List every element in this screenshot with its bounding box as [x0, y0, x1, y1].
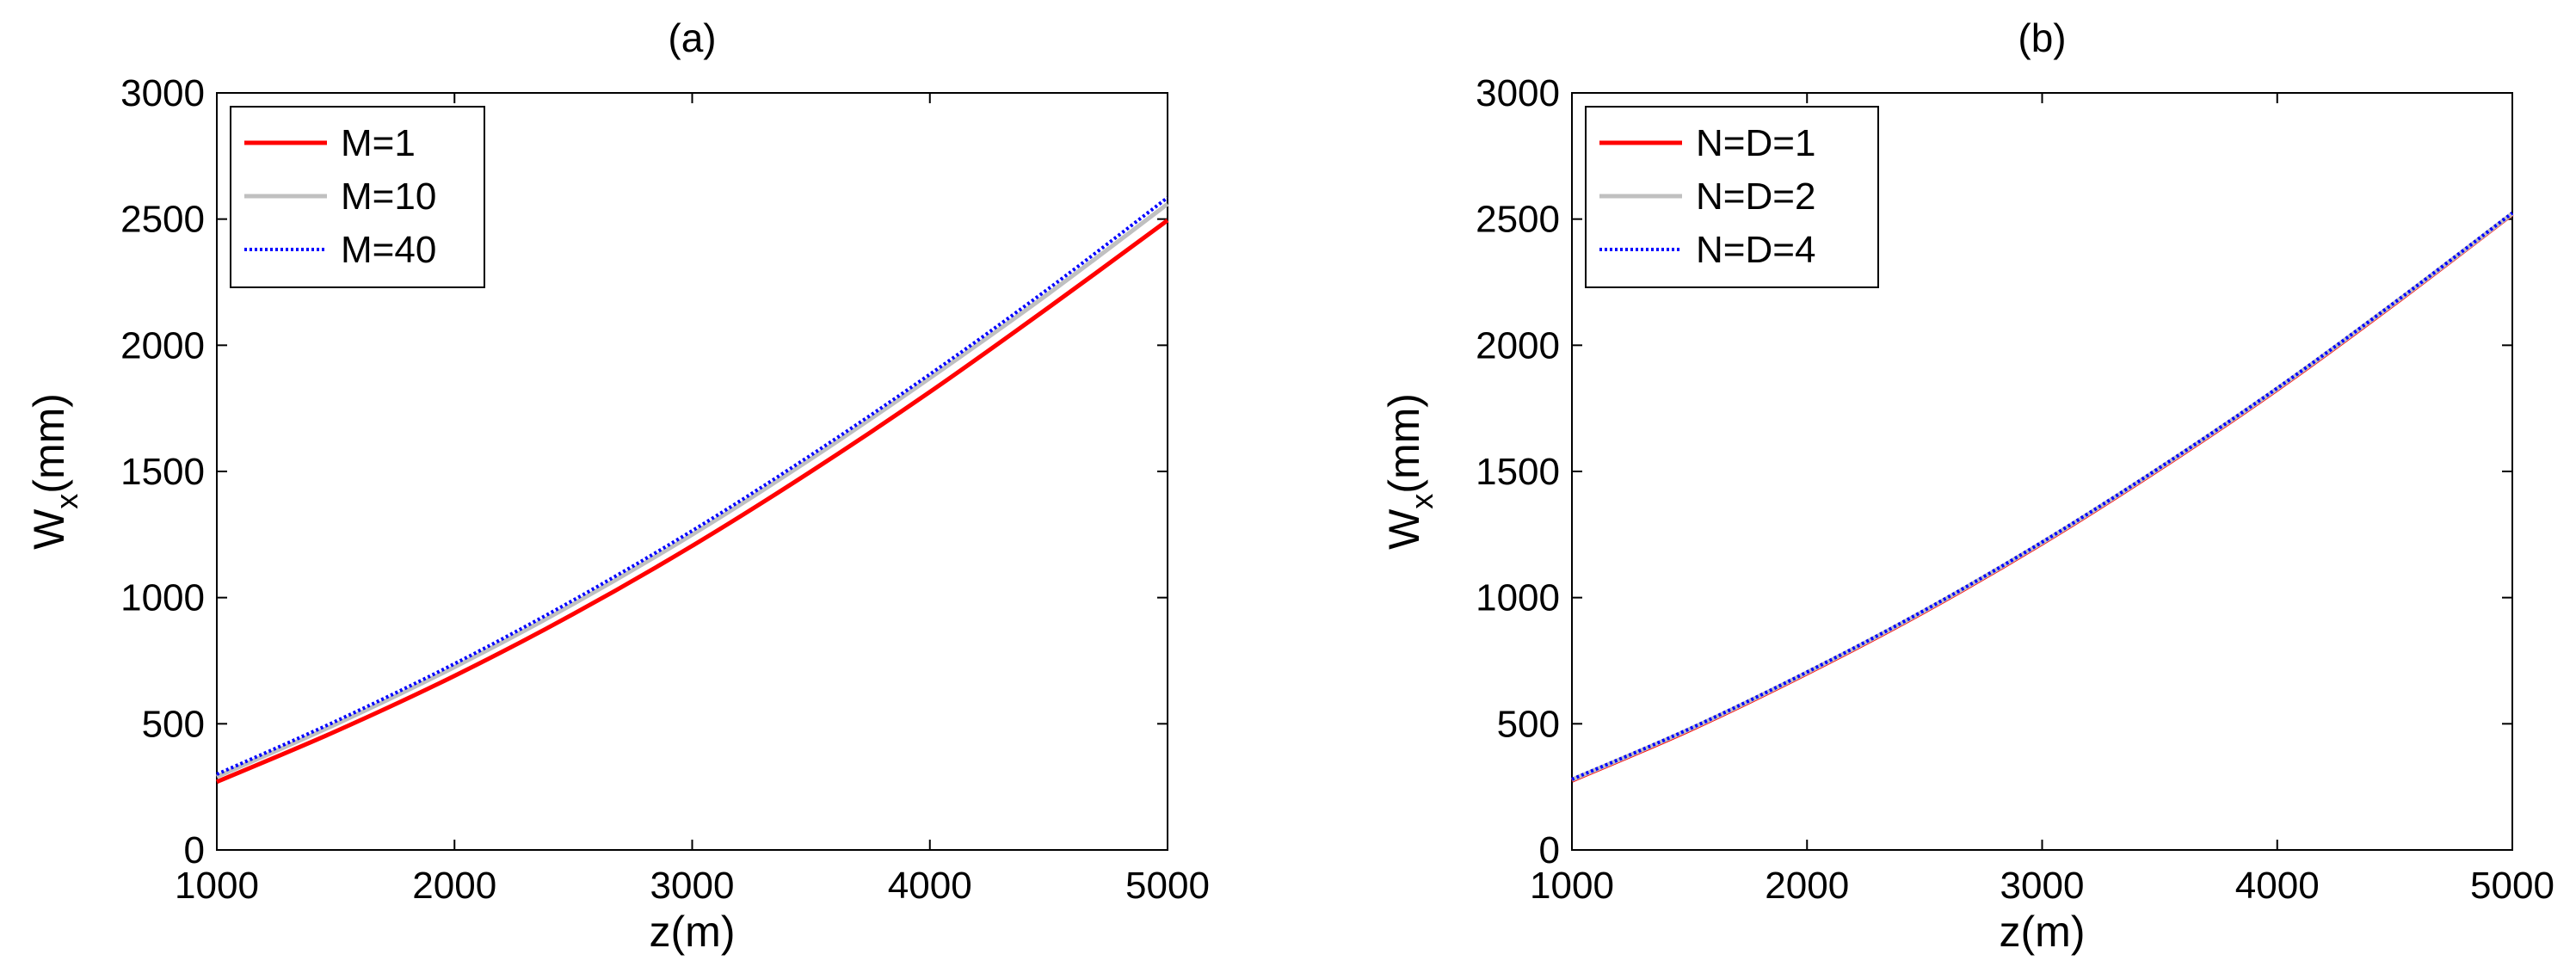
y-tick-label: 500	[1497, 703, 1560, 745]
y-tick-label: 1000	[120, 577, 205, 619]
x-tick-label: 2000	[412, 865, 496, 907]
series-line-3	[1571, 212, 2514, 781]
y-tick-label: 2500	[1476, 199, 1560, 241]
chart-panel-a: 1000 2000 3000 4000 5000 0 500 1000 1500 2000 2500…	[25, 15, 1210, 956]
legend-label: N=D=4	[1696, 229, 1815, 271]
legend-box	[230, 106, 485, 288]
x-tick-label: 5000	[2470, 865, 2554, 907]
x-tick-label: 1000	[175, 865, 259, 907]
legend-label: M=1	[341, 122, 416, 164]
chart-title: (a)	[668, 15, 716, 60]
y-axis-label-unit: (mm)	[25, 393, 73, 494]
legend-label: M=40	[341, 229, 436, 271]
legend-label: N=D=1	[1696, 122, 1815, 164]
y-axis-label-sub: x	[49, 494, 84, 509]
y-axis-label-main: W	[1380, 508, 1428, 550]
x-tick-label: 4000	[2235, 865, 2320, 907]
legend: N=D=1 N=D=2 N=D=4	[1585, 106, 1879, 288]
y-tick-label: 2000	[1476, 324, 1560, 366]
y-tick-label: 0	[1539, 829, 1560, 871]
x-tick-label: 2000	[1765, 865, 1849, 907]
x-axis-label: z(m)	[2000, 908, 2086, 956]
y-axis-label-unit: (mm)	[1380, 393, 1428, 494]
series-line-3	[216, 196, 1169, 776]
y-tick-label: 2000	[120, 324, 205, 366]
y-tick-label: 0	[184, 829, 205, 871]
y-tick-label: 500	[142, 703, 205, 745]
x-tick-label: 3000	[2000, 865, 2085, 907]
series-line-1	[216, 219, 1169, 785]
x-tick-label: 1000	[1530, 865, 1614, 907]
x-tick-label: 5000	[1125, 865, 1210, 907]
x-axis-label: z(m)	[650, 908, 736, 956]
chart-title: (b)	[2018, 15, 2066, 60]
y-axis-label-sub: x	[1404, 494, 1439, 509]
y-tick-label: 1500	[1476, 451, 1560, 493]
x-tick-label: 3000	[650, 865, 735, 907]
legend-label: M=10	[341, 175, 436, 218]
y-tick-label: 3000	[1476, 72, 1560, 114]
y-tick-label: 1000	[1476, 577, 1560, 619]
y-tick-label: 3000	[120, 72, 205, 114]
y-axis-label: Wx(mm)	[1380, 393, 1439, 550]
y-tick-label: 2500	[120, 199, 205, 241]
legend: M=1 M=10 M=40	[230, 106, 485, 288]
y-tick-label: 1500	[120, 451, 205, 493]
series-line-2	[215, 202, 1169, 779]
y-axis-label-main: W	[25, 508, 73, 550]
legend-label: N=D=2	[1696, 175, 1815, 218]
x-tick-label: 4000	[888, 865, 972, 907]
y-axis-label: Wx(mm)	[25, 393, 84, 550]
chart-panel-b: 1000 2000 3000 4000 5000 0 500 1000 1500 2000 2500…	[1380, 15, 2554, 956]
